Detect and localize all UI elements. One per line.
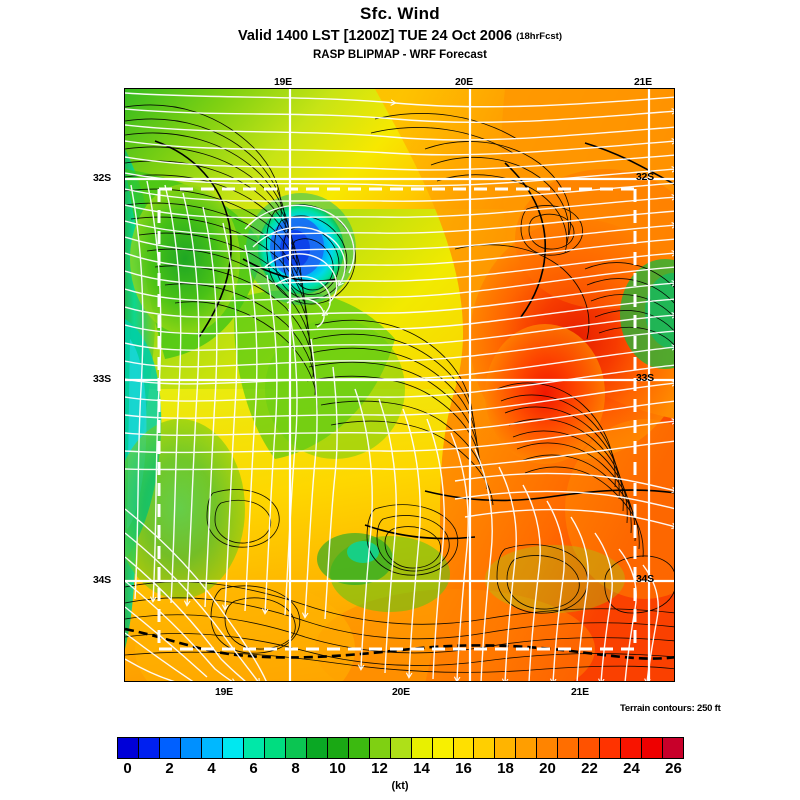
axis-label-left-34s: 34S <box>93 574 111 586</box>
colorbar-cell <box>159 738 181 758</box>
colorbar-tick-label: 20 <box>539 760 556 777</box>
colorbar-tick-label: 12 <box>371 760 388 777</box>
colorbar-cell <box>180 738 202 758</box>
axis-label-right-34s: 34S <box>636 573 654 585</box>
colorbar-cell <box>390 738 412 758</box>
valid-time-text: Valid 1400 LST [1200Z] TUE 24 Oct 2006 <box>238 28 513 44</box>
colorbar-cell <box>579 738 601 758</box>
colorbar-cell <box>495 738 517 758</box>
terrain-contour-note: Terrain contours: 250 ft <box>620 703 721 714</box>
colorbar-cell <box>432 738 454 758</box>
colorbar-cell <box>663 738 684 758</box>
colorbar-cell <box>537 738 559 758</box>
colorbar-cell <box>558 738 580 758</box>
colorbar-cell <box>453 738 475 758</box>
axis-label-right-33s: 33S <box>636 372 654 384</box>
colorbar-cell <box>306 738 328 758</box>
page-title: Sfc. Wind <box>360 4 440 23</box>
axis-label-right-32s: 32S <box>636 171 654 183</box>
axis-label-top-20e: 20E <box>455 76 473 88</box>
colorbar-tick-label: 10 <box>329 760 346 777</box>
colorbar-ticklabels: 0 2 4 6 8 10 12 14 16 18 20 22 24 26 <box>117 760 684 778</box>
colorbar-swatches <box>117 737 684 759</box>
colorbar-cell <box>201 738 223 758</box>
colorbar-cell <box>516 738 538 758</box>
colorbar-tick-label: 22 <box>581 760 598 777</box>
colorbar-tick-label: 4 <box>207 760 216 777</box>
map-plot-area[interactable]: 19E 20E 21E 19E 20E 21E 32S 33S 34S 32S … <box>93 76 675 698</box>
axis-label-bottom-19e: 19E <box>215 686 233 698</box>
colorbar-tick-label: 0 <box>123 760 132 777</box>
colorbar-cell <box>327 738 349 758</box>
colorbar-cell <box>600 738 622 758</box>
axis-label-top-21e: 21E <box>634 76 652 88</box>
colorbar-units-label: (kt) <box>391 780 409 792</box>
axis-label-bottom-20e: 20E <box>392 686 410 698</box>
colorbar-tick-label: 8 <box>291 760 300 777</box>
colorbar-cell <box>642 738 664 758</box>
model-source-line: RASP BLIPMAP - WRF Forecast <box>312 49 488 61</box>
colorbar-cell <box>118 738 139 758</box>
axis-label-left-32s: 32S <box>93 172 111 184</box>
colorbar-tick-label: 24 <box>623 760 640 777</box>
axis-label-top-19e: 19E <box>274 76 292 88</box>
colorbar-tick-label: 18 <box>497 760 514 777</box>
colorbar-tick-label: 26 <box>665 760 682 777</box>
forecast-hour-text: (18hrFcst) <box>516 31 562 42</box>
map-frame <box>124 88 675 682</box>
colorbar-cell <box>348 738 370 758</box>
colorbar-cell <box>285 738 307 758</box>
colorbar-cell <box>369 738 391 758</box>
colorbar-cell <box>264 738 286 758</box>
colorbar-tick-label: 6 <box>249 760 258 777</box>
colorbar-tick-label: 2 <box>165 760 174 777</box>
axis-label-bottom-21e: 21E <box>571 686 589 698</box>
valid-time-line: Valid 1400 LST [1200Z] TUE 24 Oct 2006 (… <box>0 28 800 44</box>
colorbar-cell <box>474 738 496 758</box>
colorbar-cell <box>222 738 244 758</box>
colorbar-cell <box>411 738 433 758</box>
wind-field-heatmap <box>125 89 674 681</box>
colorbar-cell <box>138 738 160 758</box>
colorbar-cell <box>243 738 265 758</box>
colorbar-tick-label: 14 <box>413 760 430 777</box>
title-block: Sfc. Wind Valid 1400 LST [1200Z] TUE 24 … <box>0 4 800 61</box>
colorbar[interactable] <box>117 737 684 759</box>
colorbar-cell <box>621 738 643 758</box>
colorbar-tick-label: 16 <box>455 760 472 777</box>
axis-label-left-33s: 33S <box>93 373 111 385</box>
